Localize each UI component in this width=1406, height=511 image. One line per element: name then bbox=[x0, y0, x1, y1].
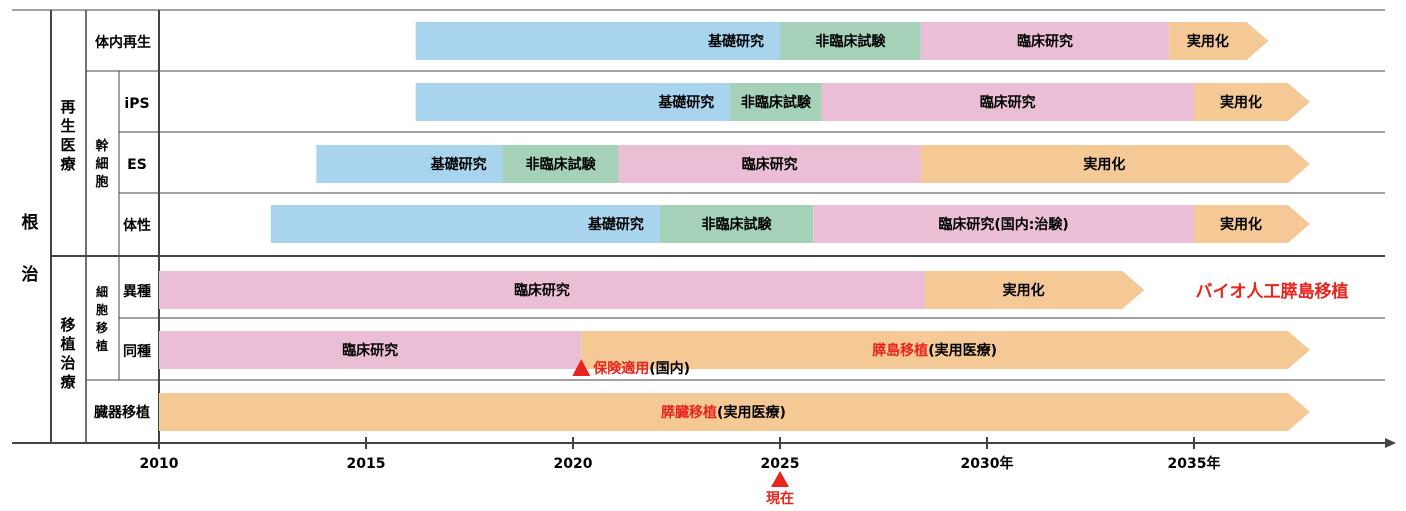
svg-text:胞: 胞 bbox=[94, 174, 108, 190]
bar-es-preclinical-label: 非臨床試験 bbox=[526, 156, 597, 173]
bar-xeno-clinical-label: 臨床研究 bbox=[514, 282, 570, 299]
root-label-char-2: 治 bbox=[22, 264, 39, 285]
bar-in-vivo-practical-label: 実用化 bbox=[1187, 33, 1229, 50]
grid-lines bbox=[12, 9, 1385, 444]
x-tick-label-2030: 2030年 bbox=[961, 455, 1014, 472]
bar-in-vivo-basic bbox=[415, 22, 780, 60]
insurance-marker-triangle-icon bbox=[572, 359, 591, 376]
row-label-xeno: 異種 bbox=[123, 283, 151, 300]
transplant-label: 移 植 治 療 bbox=[60, 316, 76, 391]
axis-arrow-icon bbox=[1385, 438, 1396, 448]
regen-label: 再 生 医 療 bbox=[60, 98, 76, 173]
insurance-marker: 保険適用(国内) bbox=[572, 359, 690, 377]
bar-somatic-preclinical bbox=[659, 205, 814, 243]
svg-text:植: 植 bbox=[60, 335, 75, 353]
bar-somatic-practical-label: 実用化 bbox=[1220, 216, 1262, 233]
row-label-in-vivo: 体内再生 bbox=[95, 34, 151, 51]
bar-allo-clinical-label: 臨床研究 bbox=[342, 342, 398, 359]
bar-allo-practical bbox=[581, 331, 1310, 369]
bar-xeno-clinical bbox=[159, 271, 925, 309]
bar-ips-basic-label: 基礎研究 bbox=[658, 94, 714, 111]
row-label-es: ES bbox=[127, 157, 147, 173]
bar-ips-preclinical-label: 非臨床試験 bbox=[741, 94, 812, 111]
bar-somatic-clinical bbox=[813, 205, 1194, 243]
svg-text:移: 移 bbox=[96, 320, 108, 335]
x-tick-label-2035: 2035年 bbox=[1168, 455, 1221, 472]
bar-xeno-practical bbox=[924, 271, 1145, 309]
row-label-organ: 臓器移植 bbox=[94, 404, 150, 421]
now-marker-triangle-icon bbox=[771, 471, 789, 487]
bar-in-vivo-basic-label: 基礎研究 bbox=[708, 33, 764, 50]
bar-somatic-basic bbox=[270, 205, 660, 243]
bar-in-vivo-preclinical-label: 非臨床試験 bbox=[815, 33, 886, 50]
root-label-char-1: 根 bbox=[22, 212, 39, 233]
bar-allo-clinical bbox=[159, 331, 582, 369]
bar-es-basic-label: 基礎研究 bbox=[431, 156, 487, 173]
x-tick-label-2015: 2015 bbox=[347, 456, 386, 472]
bar-ips-clinical-label: 臨床研究 bbox=[980, 94, 1036, 111]
svg-text:移: 移 bbox=[60, 316, 75, 334]
bar-ips-practical bbox=[1194, 83, 1310, 121]
bar-somatic-practical bbox=[1194, 205, 1310, 243]
bar-in-vivo-clinical bbox=[920, 22, 1170, 60]
x-tick-label-2025: 2025 bbox=[761, 456, 800, 472]
cell-transplant-label: 細 胞 移 植 bbox=[95, 284, 108, 353]
bar-es-basic bbox=[316, 145, 503, 183]
svg-text:医: 医 bbox=[60, 136, 75, 154]
svg-text:植: 植 bbox=[95, 338, 108, 353]
stem-label: 幹 細 胞 bbox=[94, 138, 109, 190]
svg-text:療: 療 bbox=[60, 155, 76, 173]
xeno-note: バイオ人工膵島移植 bbox=[1196, 281, 1349, 302]
row-label-ips: iPS bbox=[124, 96, 149, 112]
bar-ips-basic bbox=[415, 83, 731, 121]
bar-allo-practical-label: 膵島移植(実用医療) bbox=[872, 342, 997, 359]
bar-somatic-basic-label: 基礎研究 bbox=[588, 216, 644, 233]
bar-organ-practical bbox=[159, 393, 1310, 431]
bar-ips-clinical bbox=[821, 83, 1194, 121]
svg-text:幹: 幹 bbox=[95, 138, 109, 154]
svg-text:生: 生 bbox=[60, 117, 75, 135]
svg-text:細: 細 bbox=[96, 284, 108, 299]
root-label: 根 治 bbox=[22, 212, 39, 285]
bar-xeno-practical-label: 実用化 bbox=[1003, 282, 1045, 299]
x-tick-label-2020: 2020 bbox=[554, 456, 593, 472]
x-axis-ticks: 2010 2015 2020 2025 2030年 2035年 bbox=[140, 437, 1221, 472]
row-label-allo: 同種 bbox=[123, 343, 151, 360]
bar-es-clinical-label: 臨床研究 bbox=[742, 156, 798, 173]
bar-in-vivo-practical bbox=[1169, 22, 1269, 60]
bar-es-practical bbox=[920, 145, 1310, 183]
svg-text:治: 治 bbox=[60, 354, 75, 372]
now-marker-label: 現在 bbox=[766, 490, 794, 507]
row-label-somatic: 体性 bbox=[123, 217, 151, 234]
bar-in-vivo-clinical-label: 臨床研究 bbox=[1017, 33, 1073, 50]
bar-es-practical-label: 実用化 bbox=[1083, 156, 1125, 173]
bar-ips-preclinical bbox=[730, 83, 822, 121]
bar-es-preclinical bbox=[502, 145, 619, 183]
svg-text:細: 細 bbox=[95, 156, 108, 172]
bar-somatic-clinical-label: 臨床研究(国内:治験) bbox=[938, 216, 1068, 233]
svg-text:再: 再 bbox=[60, 98, 75, 116]
svg-text:胞: 胞 bbox=[96, 302, 108, 317]
bar-organ-practical-label: 膵臓移植(実用医療) bbox=[661, 404, 786, 421]
bar-somatic-preclinical-label: 非臨床試験 bbox=[702, 216, 773, 233]
x-tick-label-2010: 2010 bbox=[140, 456, 179, 472]
insurance-marker-label: 保険適用(国内) bbox=[592, 360, 690, 377]
bar-ips-practical-label: 実用化 bbox=[1220, 94, 1262, 111]
bar-es-clinical bbox=[618, 145, 921, 183]
svg-text:療: 療 bbox=[60, 373, 76, 391]
now-marker: 現在 bbox=[766, 471, 794, 507]
bar-in-vivo-preclinical bbox=[780, 22, 921, 60]
